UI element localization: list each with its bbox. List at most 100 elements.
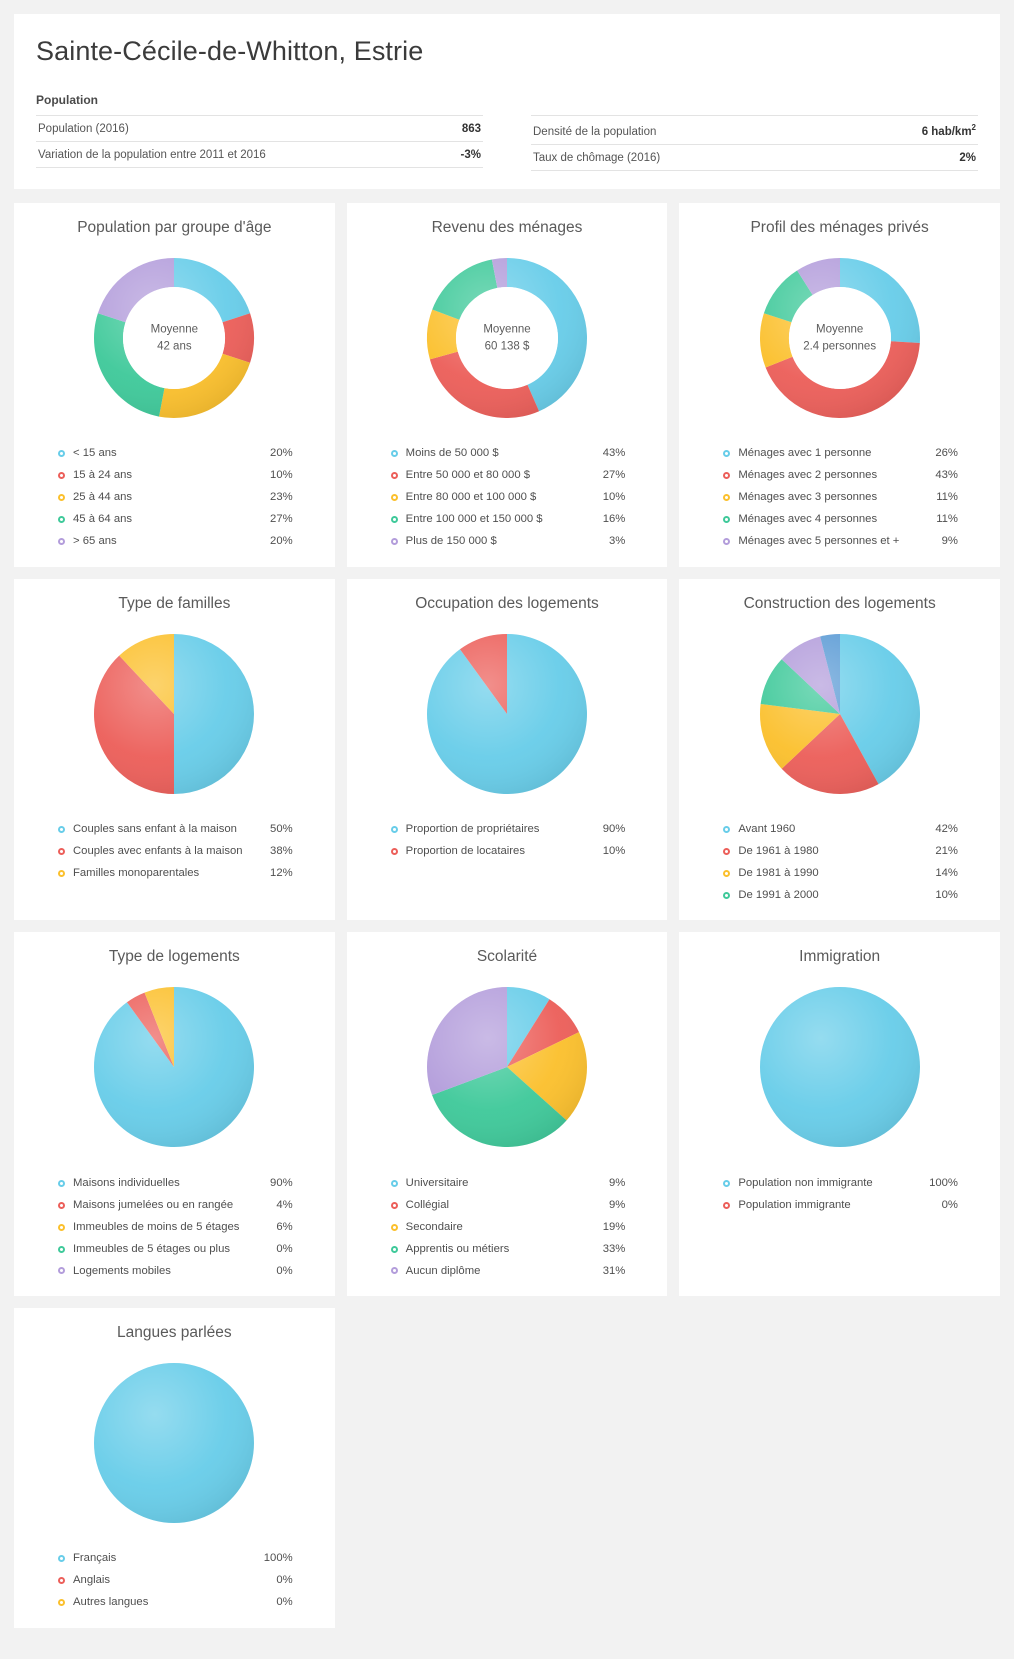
- legend-item[interactable]: Population immigrante 0%: [723, 1194, 958, 1216]
- legend-value: 90%: [270, 1176, 293, 1189]
- chart-title: Occupation des logements: [415, 594, 599, 612]
- legend-item[interactable]: Logements mobiles 0%: [58, 1260, 293, 1282]
- chart-area: [693, 976, 986, 1158]
- chart-legend: Français 100% Anglais 0% Autres langues 0%: [28, 1548, 321, 1614]
- legend-value: 43%: [602, 447, 626, 460]
- legend-label: Logements mobiles: [73, 1264, 171, 1277]
- legend-item[interactable]: Couples avec enfants à la maison 38%: [58, 840, 293, 862]
- legend-marker-icon: [58, 825, 65, 833]
- legend-item[interactable]: Proportion de locataires 10%: [390, 840, 625, 862]
- legend-item[interactable]: Ménages avec 1 personne 26%: [723, 443, 958, 465]
- legend-value: 6%: [276, 1220, 293, 1233]
- legend-label: Entre 50 000 et 80 000 $: [405, 469, 531, 482]
- legend-item[interactable]: > 65 ans 20%: [58, 531, 293, 553]
- legend-label: Familles monoparentales: [73, 866, 200, 879]
- legend-marker-icon: [390, 494, 398, 502]
- chart-canvas: [86, 979, 262, 1155]
- pie-chart-graphic: [426, 633, 587, 794]
- legend-label: Entre 80 000 et 100 000 $: [405, 491, 537, 504]
- chart-title: Population par groupe d'âge: [77, 218, 272, 236]
- legend-item[interactable]: Entre 80 000 et 100 000 $ 10%: [390, 487, 625, 509]
- legend-item[interactable]: Avant 1960 42%: [723, 819, 958, 841]
- legend-item[interactable]: Couples sans enfant à la maison 50%: [58, 819, 293, 841]
- population-summary-card: Sainte-Cécile-de-Whitton, Estrie Populat…: [14, 14, 1000, 189]
- legend-item[interactable]: Universitaire 9%: [390, 1172, 625, 1194]
- legend-marker-icon: [390, 516, 398, 524]
- chart-card-langues-parlees: Langues parlées Français 100% Anglais 0% Autr…: [14, 1307, 335, 1628]
- legend-item[interactable]: Moins de 50 000 $ 43%: [390, 443, 626, 465]
- legend-item[interactable]: 25 à 44 ans 23%: [58, 487, 293, 509]
- stat-value: 863: [461, 123, 481, 135]
- chart-card-type-de-logements: Type de logements Maisons individuelles 90…: [14, 932, 335, 1296]
- legend-item[interactable]: De 1991 à 2000 10%: [723, 884, 958, 906]
- legend-marker-icon: [58, 1267, 65, 1275]
- legend-item[interactable]: Aucun diplôme 31%: [390, 1260, 625, 1282]
- chart-legend: Ménages avec 1 personne 26% Ménages avec 2…: [693, 443, 986, 553]
- legend-item[interactable]: Anglais 0%: [58, 1570, 293, 1592]
- legend-item[interactable]: Plus de 150 000 $ 3%: [390, 531, 625, 553]
- legend-label: Autres langues: [73, 1596, 149, 1609]
- legend-item[interactable]: Collégial 9%: [390, 1194, 625, 1216]
- legend-item[interactable]: Apprentis ou métiers 33%: [390, 1238, 625, 1260]
- legend-value: 0%: [276, 1596, 293, 1609]
- chart-cell: Type de familles Couples sans enfant à la…: [8, 573, 341, 927]
- legend-item[interactable]: 45 à 64 ans 27%: [58, 509, 293, 531]
- legend-item[interactable]: Immeubles de moins de 5 étages 6%: [58, 1216, 293, 1238]
- legend-item[interactable]: Secondaire 19%: [390, 1216, 625, 1238]
- chart-cell: Scolarité Universitaire 9% Collégial 9% Secon…: [341, 926, 674, 1302]
- legend-item[interactable]: Entre 100 000 et 150 000 $ 16%: [390, 509, 625, 531]
- legend-item[interactable]: 15 à 24 ans 10%: [58, 465, 293, 487]
- stat-row: Taux de chômage (2016) 2%: [531, 143, 978, 171]
- legend-item[interactable]: Ménages avec 3 personnes 11%: [723, 487, 958, 509]
- chart-cell: Immigration Population non immigrante 100%…: [673, 926, 1006, 1302]
- legend-label: Proportion de locataires: [405, 844, 525, 857]
- legend-marker-icon: [58, 869, 65, 877]
- legend-value: 100%: [929, 1176, 958, 1189]
- chart-card-type-de-familles: Type de familles Couples sans enfant à la…: [14, 578, 335, 921]
- legend-marker-icon: [58, 1179, 65, 1187]
- stat-value-exponent: 2: [971, 123, 976, 132]
- pie-slice[interactable]: [759, 987, 920, 1148]
- legend-item[interactable]: Maisons jumelées ou en rangée 4%: [58, 1194, 293, 1216]
- legend-item[interactable]: Ménages avec 2 personnes 43%: [723, 465, 958, 487]
- chart-legend: Avant 1960 42% De 1961 à 1980 21% De 1981 à …: [693, 819, 986, 907]
- legend-value: 90%: [602, 823, 626, 836]
- page-title: Sainte-Cécile-de-Whitton, Estrie: [36, 36, 424, 66]
- legend-value: 50%: [270, 823, 293, 836]
- legend-value: 27%: [602, 469, 626, 482]
- legend-item[interactable]: Maisons individuelles 90%: [58, 1172, 293, 1194]
- legend-item[interactable]: Français 100%: [58, 1548, 293, 1570]
- legend-item[interactable]: Ménages avec 5 personnes et + 9%: [723, 531, 958, 553]
- legend-item[interactable]: Autres langues 0%: [58, 1592, 293, 1614]
- legend-label: 45 à 64 ans: [73, 513, 133, 526]
- legend-item[interactable]: Ménages avec 4 personnes 11%: [723, 509, 958, 531]
- legend-value: 23%: [270, 491, 293, 504]
- legend-label: Universitaire: [405, 1176, 469, 1189]
- legend-label: Couples avec enfants à la maison: [73, 844, 243, 857]
- legend-marker-icon: [58, 1201, 65, 1209]
- legend-item[interactable]: Familles monoparentales 12%: [58, 862, 293, 884]
- legend-item[interactable]: De 1981 à 1990 14%: [723, 862, 958, 884]
- pie-slice[interactable]: [94, 1362, 255, 1523]
- legend-item[interactable]: Proportion de propriétaires 90%: [390, 819, 626, 841]
- chart-area: Moyenne 42 ans: [28, 247, 321, 429]
- chart-canvas: [86, 626, 262, 802]
- legend-value: 100%: [263, 1552, 293, 1565]
- legend-marker-icon: [390, 472, 398, 480]
- legend-label: Immeubles de moins de 5 étages: [73, 1220, 240, 1233]
- legend-marker-icon: [58, 494, 65, 502]
- legend-item[interactable]: Entre 50 000 et 80 000 $ 27%: [390, 465, 626, 487]
- legend-value: 0%: [276, 1574, 293, 1587]
- legend-label: Français: [73, 1552, 117, 1565]
- legend-item[interactable]: Population non immigrante 100%: [723, 1172, 958, 1194]
- legend-label: Plus de 150 000 $: [405, 535, 497, 548]
- legend-marker-icon: [58, 1599, 65, 1607]
- legend-item[interactable]: Immeubles de 5 étages ou plus 0%: [58, 1238, 293, 1260]
- legend-item[interactable]: De 1961 à 1980 21%: [723, 840, 958, 862]
- legend-item[interactable]: < 15 ans 20%: [58, 443, 293, 465]
- pie-slice[interactable]: [174, 633, 255, 794]
- legend-label: De 1981 à 1990: [738, 866, 819, 879]
- legend-value: 4%: [276, 1198, 293, 1211]
- chart-title: Type de familles: [118, 594, 231, 612]
- pie-chart-graphic: [94, 1362, 255, 1523]
